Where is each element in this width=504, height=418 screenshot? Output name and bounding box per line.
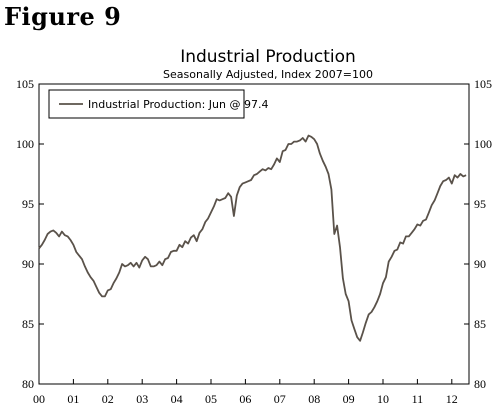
x-tick-label: 04	[171, 392, 183, 406]
x-tick-label: 08	[308, 392, 320, 406]
y-tick-label-left: 100	[16, 137, 34, 151]
series-layer	[38, 134, 467, 342]
series-line-industrial-production	[38, 134, 467, 342]
x-tick-label: 03	[136, 392, 148, 406]
chart-title: Industrial Production	[180, 47, 356, 67]
x-tick-label: 05	[205, 392, 217, 406]
x-tick-label: 10	[377, 392, 389, 406]
y-tick-label-left: 85	[22, 317, 34, 331]
chart-subtitle: Seasonally Adjusted, Index 2007=100	[163, 68, 373, 81]
y-tick-label-right: 90	[474, 257, 486, 271]
x-tick-label: 11	[412, 392, 424, 406]
x-tick-label: 09	[343, 392, 355, 406]
x-tick-label: 07	[274, 392, 286, 406]
y-tick-label-right: 85	[474, 317, 486, 331]
y-tick-label-right: 100	[474, 137, 492, 151]
y-axis: 80 80 85 85 90 90 95 95 100 100 105 105	[16, 77, 492, 391]
x-axis: 00 01 02 03 04 05 06 07 08 09 10 11 12	[33, 379, 458, 406]
y-tick-label-right: 105	[474, 77, 492, 91]
y-tick-label-right: 80	[474, 377, 486, 391]
x-tick-label: 00	[33, 392, 45, 406]
y-tick-label-left: 105	[16, 77, 34, 91]
y-tick-label-left: 95	[22, 197, 34, 211]
figure-label: Figure 9	[4, 2, 122, 31]
plot-area-frame	[38, 83, 470, 385]
x-tick-label: 06	[239, 392, 251, 406]
legend-label: Industrial Production: Jun @ 97.4	[88, 98, 269, 111]
y-tick-label-left: 90	[22, 257, 34, 271]
x-tick-label: 02	[102, 392, 114, 406]
x-tick-label: 01	[67, 392, 79, 406]
legend: Industrial Production: Jun @ 97.4	[48, 89, 269, 119]
y-tick-label-right: 95	[474, 197, 486, 211]
x-tick-label: 12	[446, 392, 458, 406]
y-tick-label-left: 80	[22, 377, 34, 391]
